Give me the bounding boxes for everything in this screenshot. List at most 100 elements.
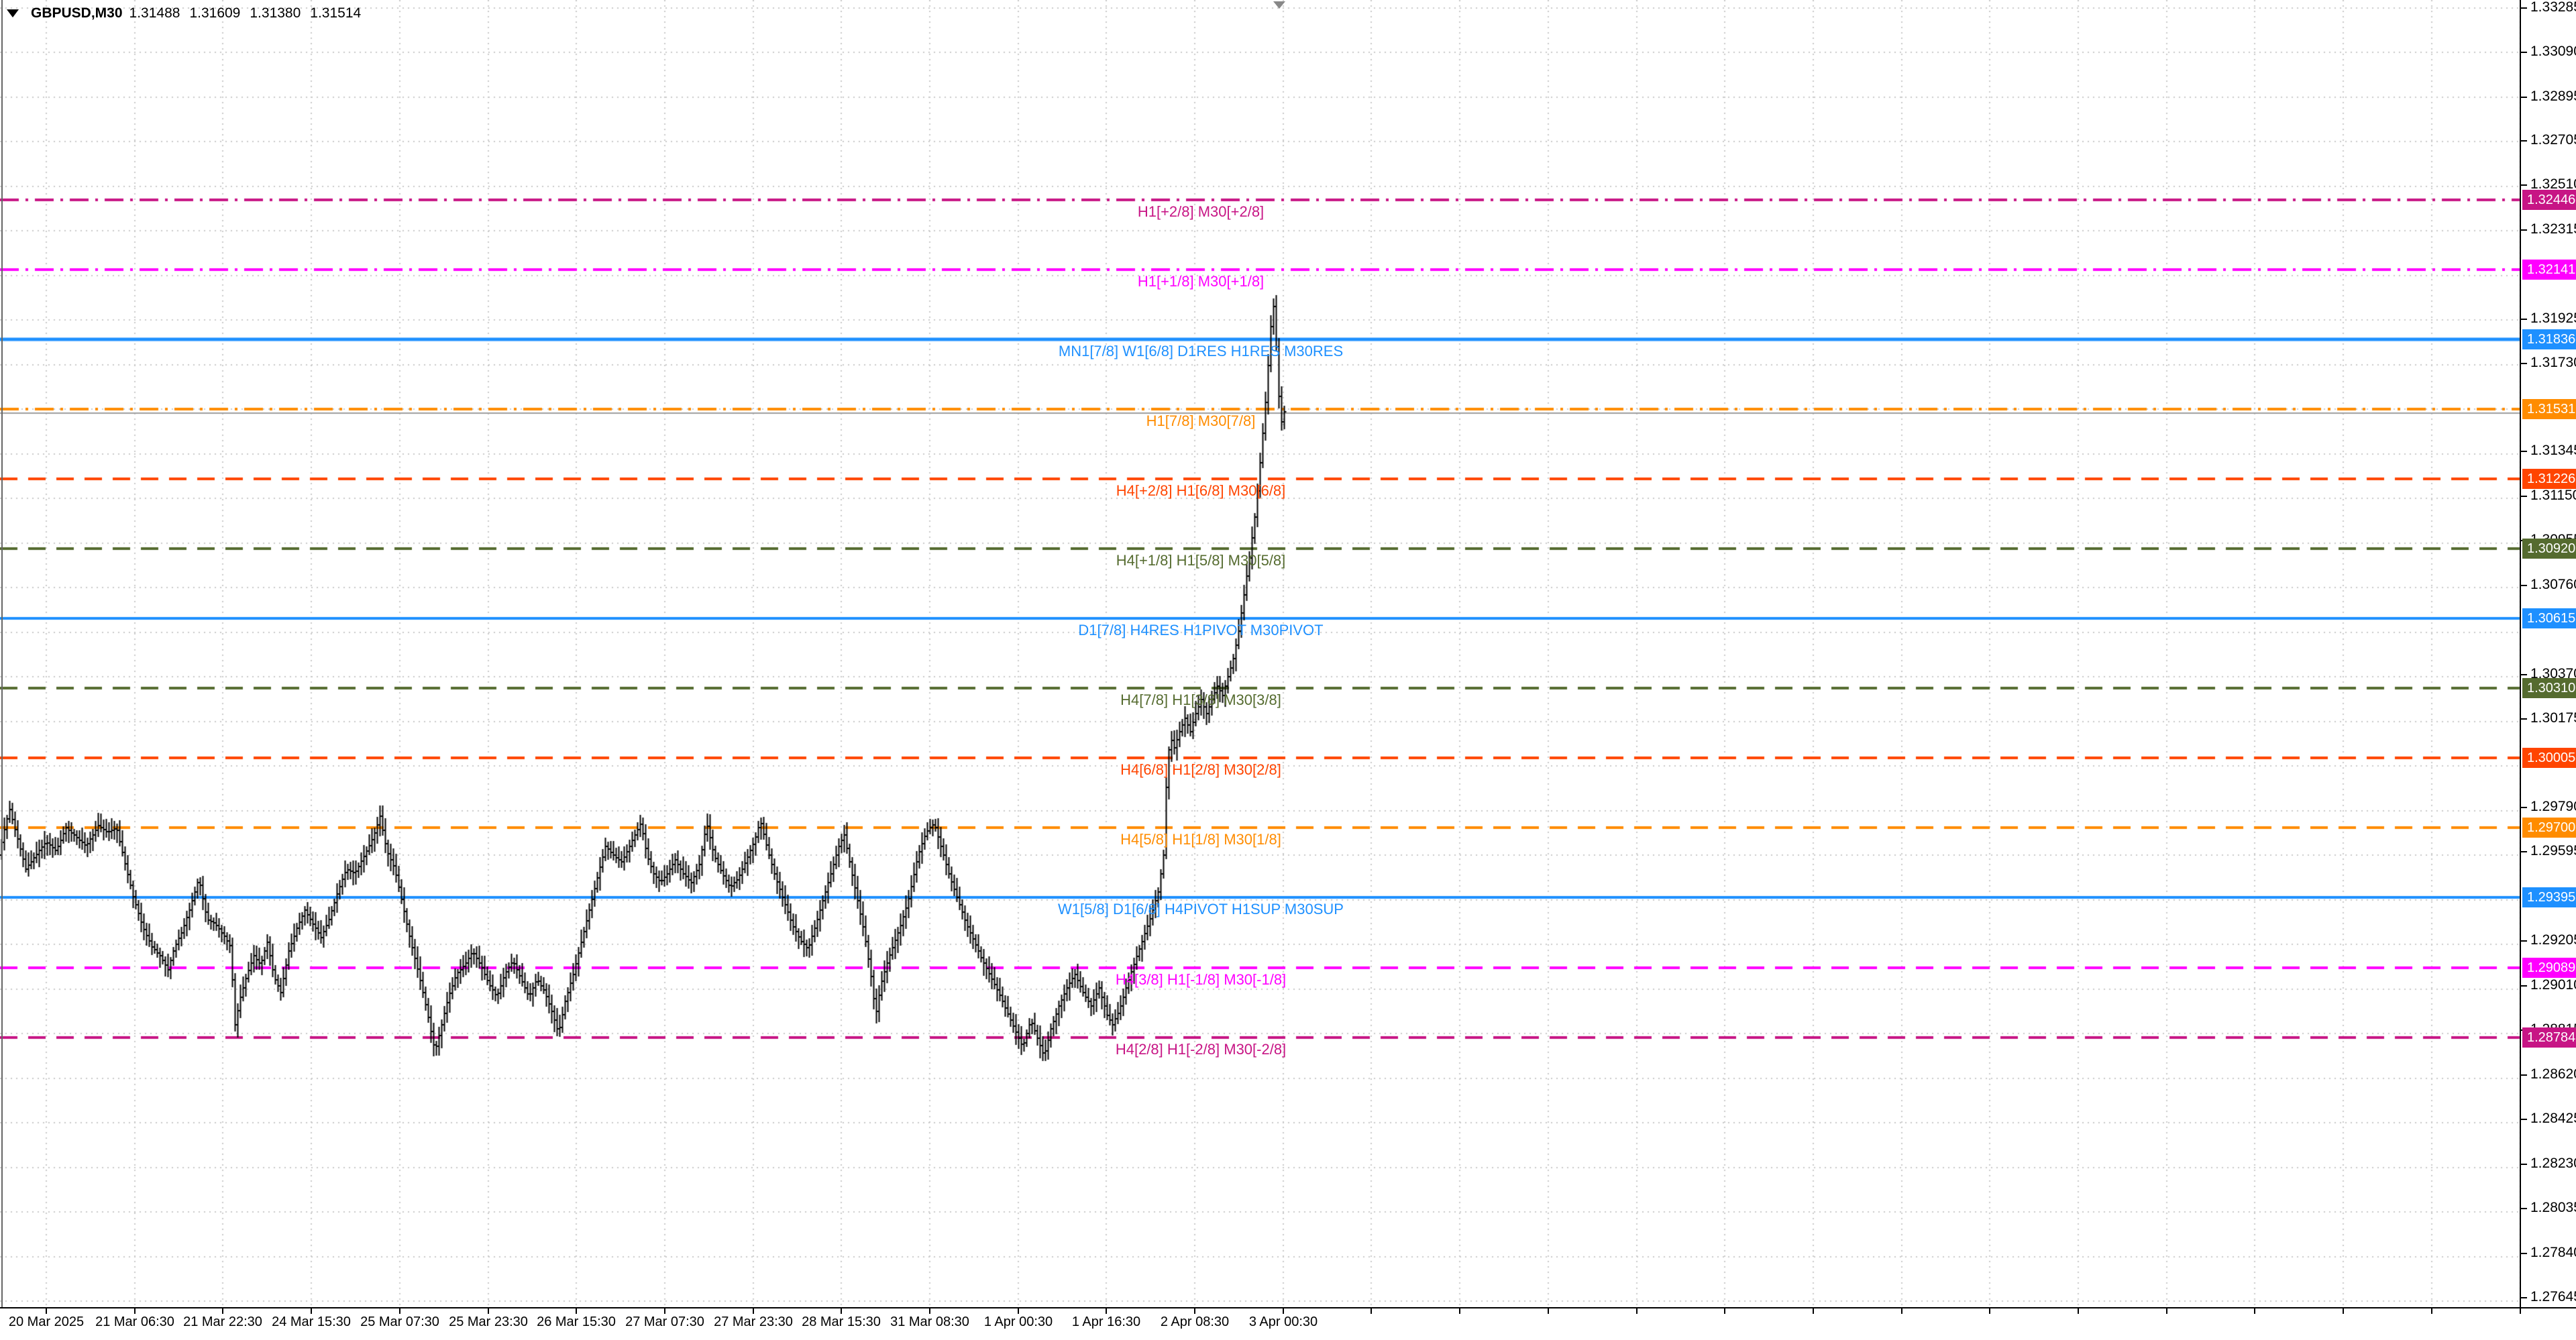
price-badge: 1.30310	[2522, 678, 2576, 698]
price-tick-label: 1.28035	[2530, 1200, 2576, 1215]
price-tick-label: 1.31925	[2530, 311, 2576, 326]
time-tick-mark	[222, 1308, 223, 1314]
price-tick-mark	[2521, 1297, 2527, 1298]
price-tick-mark	[2521, 1119, 2527, 1120]
price-tick-mark	[2521, 97, 2527, 98]
price-tick-mark	[2521, 451, 2527, 452]
level-label: H4[6/8] H1[2/8] M30[2/8]	[1120, 761, 1281, 778]
price-badge: 1.29700	[2522, 818, 2576, 838]
time-label: 26 Mar 15:30	[537, 1315, 616, 1329]
price-tick-mark	[2521, 718, 2527, 720]
price-badge: 1.30920	[2522, 539, 2576, 559]
price-tick-mark	[2521, 940, 2527, 942]
price-tick-label: 1.31730	[2530, 355, 2576, 370]
price-badge: 1.30615	[2522, 608, 2576, 628]
chart-left-border	[1, 0, 3, 1307]
price-tick-mark	[2521, 585, 2527, 586]
level-label: MN1[7/8] W1[6/8] D1RES H1RES M30RES	[1058, 343, 1344, 359]
chart-shift-marker-icon[interactable]	[1273, 1, 1285, 9]
price-badge: 1.29089	[2522, 958, 2576, 978]
price-tick-label: 1.29790	[2530, 799, 2576, 814]
price-tick-mark	[2521, 1074, 2527, 1076]
time-tick-mark	[2520, 1308, 2521, 1314]
price-tick-label: 1.28230	[2530, 1156, 2576, 1171]
time-tick-mark	[311, 1308, 312, 1314]
price-tick-mark	[2521, 229, 2527, 231]
price-tick-mark	[2521, 851, 2527, 852]
high-value: 1.31609	[189, 5, 241, 21]
time-label: 1 Apr 00:30	[983, 1315, 1053, 1329]
time-tick-mark	[2078, 1308, 2079, 1314]
time-tick-mark	[1459, 1308, 1460, 1314]
time-label: 27 Mar 07:30	[625, 1315, 704, 1329]
price-tick-mark	[2521, 7, 2527, 9]
time-label: 1 Apr 16:30	[1071, 1315, 1141, 1329]
time-tick-mark	[1283, 1308, 1284, 1314]
time-tick-mark	[1194, 1308, 1195, 1314]
time-tick-mark	[2166, 1308, 2167, 1314]
time-tick-mark	[2343, 1308, 2344, 1314]
time-tick-mark	[1989, 1308, 1990, 1314]
time-label: 27 Mar 23:30	[714, 1315, 793, 1329]
price-tick-label: 1.30175	[2530, 710, 2576, 726]
level-label: H4[+2/8] H1[6/8] M30[6/8]	[1116, 482, 1286, 499]
ohlc-values: 1.31488 1.31609 1.31380 1.31514	[129, 5, 362, 21]
level-label: H1[7/8] M30[7/8]	[1146, 412, 1256, 429]
time-tick-mark	[1548, 1308, 1549, 1314]
level-label: H1[+2/8] M30[+2/8]	[1137, 203, 1265, 220]
time-label: 21 Mar 22:30	[183, 1315, 262, 1329]
price-tick-label: 1.29010	[2530, 977, 2576, 993]
time-axis[interactable]: 20 Mar 2025 21 Mar 06:30 21 Mar 22:30 24 Ma…	[0, 1307, 2576, 1340]
symbol-dropdown-icon[interactable]	[7, 9, 19, 17]
time-label: 28 Mar 15:30	[802, 1315, 881, 1329]
price-tick-label: 1.31150	[2530, 488, 2576, 503]
price-tick-mark	[2521, 1164, 2527, 1165]
time-tick-mark	[1106, 1308, 1107, 1314]
price-badge: 1.31836	[2522, 329, 2576, 349]
price-tick-label: 1.33090	[2530, 44, 2576, 59]
level-label: H4[5/8] H1[1/8] M30[1/8]	[1120, 831, 1281, 848]
time-tick-mark	[399, 1308, 400, 1314]
time-tick-mark	[929, 1308, 930, 1314]
price-tick-mark	[2521, 1253, 2527, 1254]
price-badge: 1.31531	[2522, 399, 2576, 419]
level-label: H4[2/8] H1[-2/8] M30[-2/8]	[1115, 1041, 1287, 1058]
price-tick-mark	[2521, 1208, 2527, 1209]
low-value: 1.31380	[250, 5, 301, 21]
time-tick-mark	[1724, 1308, 1725, 1314]
level-label: D1[7/8] H4RES H1PIVOT M30PIVOT	[1078, 622, 1324, 638]
price-tick-mark	[2521, 807, 2527, 808]
time-label: 21 Mar 06:30	[95, 1315, 174, 1329]
price-axis[interactable]: 1.33285 1.33090 1.32895 1.32705 1.32510 1.323…	[2520, 0, 2576, 1307]
close-value: 1.31514	[310, 5, 362, 21]
time-tick-mark	[2254, 1308, 2255, 1314]
level-label: W1[5/8] D1[6/8] H4PIVOT H1SUP M30SUP	[1058, 901, 1344, 917]
level-label: H1[+1/8] M30[+1/8]	[1137, 273, 1265, 290]
level-label: H4[7/8] H1[3/8] M30[3/8]	[1120, 691, 1281, 708]
price-badge: 1.28784	[2522, 1027, 2576, 1048]
price-tick-label: 1.29595	[2530, 843, 2576, 858]
price-badge: 1.32141	[2522, 260, 2576, 280]
price-tick-mark	[2521, 140, 2527, 142]
time-label: 31 Mar 08:30	[890, 1315, 969, 1329]
price-tick-mark	[2521, 319, 2527, 320]
time-tick-mark	[46, 1308, 47, 1314]
symbol-info: GBPUSD,M30 1.31488 1.31609 1.31380 1.315…	[7, 5, 361, 21]
price-tick-label: 1.29205	[2530, 932, 2576, 948]
price-tick-label: 1.32895	[2530, 89, 2576, 104]
price-badge: 1.30005	[2522, 748, 2576, 768]
time-tick-mark	[134, 1308, 136, 1314]
time-tick-mark	[1371, 1308, 1372, 1314]
time-tick-mark	[753, 1308, 754, 1314]
price-badge: 1.29395	[2522, 887, 2576, 907]
price-tick-label: 1.30370	[2530, 666, 2576, 681]
time-tick-mark	[1901, 1308, 1902, 1314]
level-label: H4[+1/8] H1[5/8] M30[5/8]	[1116, 552, 1286, 569]
price-tick-label: 1.32510	[2530, 176, 2576, 192]
price-tick-label: 1.32315	[2530, 221, 2576, 237]
open-value: 1.31488	[129, 5, 180, 21]
price-tick-label: 1.28620	[2530, 1066, 2576, 1082]
price-tick-mark	[2521, 363, 2527, 364]
